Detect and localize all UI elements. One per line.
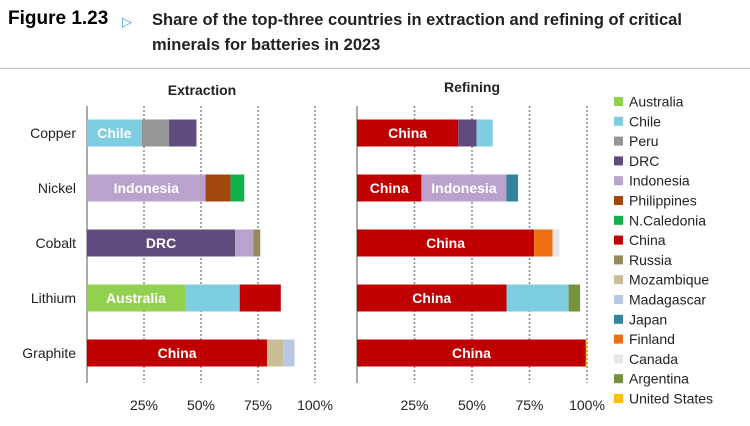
bar-segment-drc xyxy=(87,229,236,257)
bar-segment-n-caledonia xyxy=(230,174,245,202)
bar-segment-canada xyxy=(552,229,560,257)
bar-segment-chile xyxy=(87,119,142,147)
bar-label: Australia xyxy=(106,290,166,306)
legend-item: Argentina xyxy=(629,371,689,387)
bar-label: Indonesia xyxy=(114,180,180,196)
x-tick-label: 25% xyxy=(130,397,158,413)
bar-segment-russia xyxy=(253,229,261,257)
bar-segment-finland xyxy=(534,229,553,257)
bar-segment-china xyxy=(357,174,422,202)
x-tick-label: 75% xyxy=(515,397,543,413)
chart-title: Share of the top-three countries in extr… xyxy=(152,11,682,54)
category-label: Graphite xyxy=(22,345,76,361)
x-tick-label: 75% xyxy=(244,397,272,413)
bar-label: China xyxy=(452,345,491,361)
legend-swatch xyxy=(614,275,623,285)
legend-item: Finland xyxy=(629,331,675,347)
bar-segment-philippines xyxy=(205,174,231,202)
bar-label: Indonesia xyxy=(431,180,497,196)
bar-segment-drc xyxy=(169,119,197,147)
bar-segment-china xyxy=(357,339,586,367)
legend-swatch xyxy=(614,394,623,403)
x-tick-label: 50% xyxy=(458,397,486,413)
legend-item: Australia xyxy=(629,94,684,110)
bar-segment-peru xyxy=(141,119,170,147)
bar-segment-australia xyxy=(87,284,186,312)
bar-label: China xyxy=(370,180,409,196)
bar-segment-united-states xyxy=(585,339,587,367)
bar-segment-indonesia xyxy=(87,174,206,202)
legend-item: Peru xyxy=(629,133,659,149)
x-tick-label: 50% xyxy=(187,397,215,413)
panel-title: Extraction xyxy=(168,82,236,98)
divider xyxy=(0,68,750,69)
legend-swatch xyxy=(614,235,623,245)
bar-label: China xyxy=(388,125,427,141)
legend-item: Indonesia xyxy=(629,173,690,189)
legend-item: Japan xyxy=(629,311,667,327)
bar-label: China xyxy=(426,235,465,251)
legend-swatch xyxy=(614,215,623,225)
x-tick-label: 25% xyxy=(400,397,428,413)
bar-segment-chile xyxy=(506,284,569,312)
bar-label: China xyxy=(412,290,451,306)
legend-item: Canada xyxy=(629,351,678,367)
legend-swatch xyxy=(614,374,623,384)
category-label: Copper xyxy=(30,125,76,141)
legend-item: N.Caledonia xyxy=(629,212,706,228)
legend-swatch xyxy=(614,97,623,106)
legend-item: Philippines xyxy=(629,193,697,209)
bar-segment-drc xyxy=(458,119,477,147)
legend-swatch xyxy=(614,314,623,324)
bar-segment-china xyxy=(357,119,459,147)
bar-segment-indonesia xyxy=(235,229,254,257)
bar-segment-mozambique xyxy=(267,339,284,367)
bar-label: Chile xyxy=(97,125,131,141)
bar-label: DRC xyxy=(146,235,176,251)
bar-segment-indonesia xyxy=(421,174,507,202)
bar-segment-china xyxy=(239,284,281,312)
legend-swatch xyxy=(614,116,623,126)
bar-segment-japan xyxy=(506,174,518,202)
legend-item: United States xyxy=(629,391,713,407)
figure-number: Figure 1.23 xyxy=(8,8,109,29)
bar-label: China xyxy=(158,345,197,361)
legend-swatch xyxy=(614,255,623,265)
legend-swatch xyxy=(614,354,623,364)
legend-swatch xyxy=(614,196,623,205)
legend-swatch xyxy=(614,295,623,304)
legend-item: DRC xyxy=(629,153,659,169)
legend-item: China xyxy=(629,232,666,248)
legend-item: Chile xyxy=(629,113,661,129)
legend-item: Madagascar xyxy=(629,292,706,308)
bar-segment-argentina xyxy=(568,284,581,312)
triangle-icon: ▷ xyxy=(122,14,132,29)
legend-swatch xyxy=(614,156,623,166)
legend-swatch xyxy=(614,176,623,186)
bar-segment-chile xyxy=(185,284,240,312)
category-label: Nickel xyxy=(38,180,76,196)
x-tick-label: 100% xyxy=(569,397,605,413)
legend-swatch xyxy=(614,136,623,146)
panel-title: Refining xyxy=(444,79,500,95)
bar-segment-china xyxy=(87,339,268,367)
bar-segment-china xyxy=(357,229,535,257)
bar-segment-china xyxy=(357,284,507,312)
legend-item: Mozambique xyxy=(629,272,709,288)
category-label: Cobalt xyxy=(36,235,77,251)
x-tick-label: 100% xyxy=(297,397,333,413)
category-label: Lithium xyxy=(31,290,76,306)
legend-swatch xyxy=(614,334,623,344)
bar-segment-madagascar xyxy=(283,339,295,367)
legend-item: Russia xyxy=(629,252,672,268)
bar-segment-chile xyxy=(476,119,493,147)
